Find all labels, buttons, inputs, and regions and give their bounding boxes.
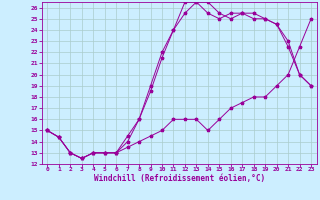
X-axis label: Windchill (Refroidissement éolien,°C): Windchill (Refroidissement éolien,°C) bbox=[94, 174, 265, 183]
